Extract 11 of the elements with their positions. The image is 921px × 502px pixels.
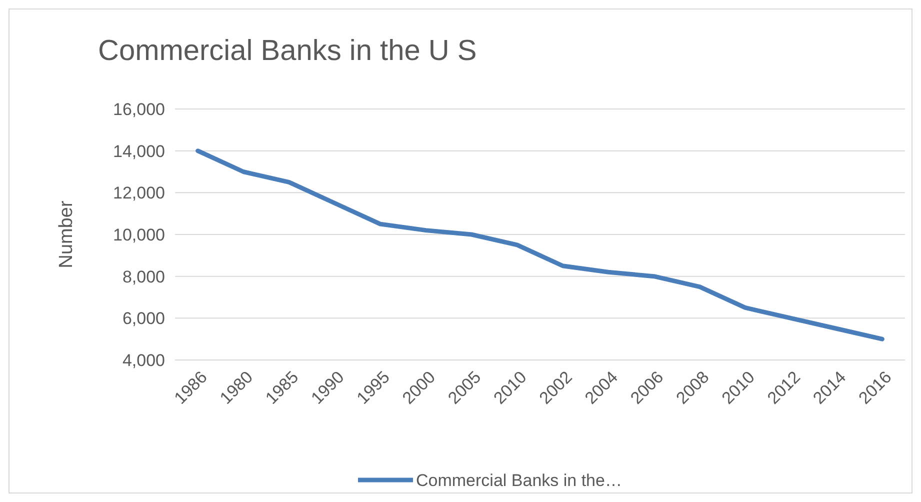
y-tick-label: 12,000 [113,184,165,203]
y-tick-label: 4,000 [122,350,165,370]
chart-title: Commercial Banks in the U S [98,35,477,67]
legend-label: Commercial Banks in the… [416,470,622,490]
line-series [196,148,884,342]
y-tick-label: 16,000 [113,100,165,119]
y-tick-label: 8,000 [122,267,165,286]
y-tick-label: 14,000 [113,142,165,161]
y-axis-title: Number [56,200,77,268]
y-tick-label: 6,000 [122,309,165,328]
y-tick-label: 10,000 [113,225,165,244]
